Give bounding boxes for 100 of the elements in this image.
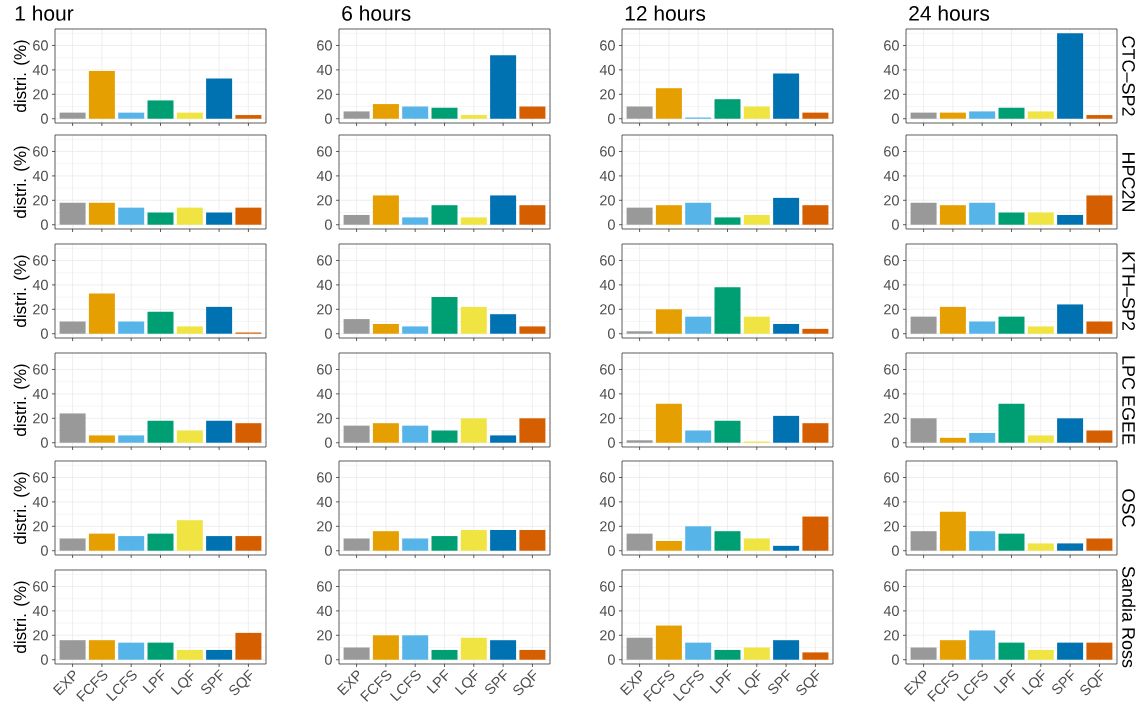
y-tick-label: 20 xyxy=(600,521,615,532)
bar xyxy=(626,331,653,334)
bar xyxy=(206,536,233,551)
bar xyxy=(343,647,370,660)
bar xyxy=(969,630,996,660)
y-tick-label: 60 xyxy=(884,472,899,483)
y-tick-label: 60 xyxy=(317,581,332,592)
y-tick-label: 60 xyxy=(600,364,615,375)
y-tick-label: 40 xyxy=(32,496,48,507)
y2-axis-title: KTH–SP2 xyxy=(1122,252,1135,331)
y-axis-title: distri. (%) xyxy=(13,255,30,327)
y-tick-label: 60 xyxy=(33,364,48,375)
bar xyxy=(147,533,174,551)
bar xyxy=(998,403,1025,443)
bar xyxy=(1086,430,1113,443)
bar xyxy=(626,533,653,551)
y2-axis-title: OSC xyxy=(1122,489,1135,527)
bar xyxy=(431,297,458,334)
bar xyxy=(714,287,741,334)
bar xyxy=(773,323,800,334)
y-tick-label: 40 xyxy=(599,64,615,75)
y-tick-label: 20 xyxy=(317,413,332,424)
bar xyxy=(176,207,203,225)
y-tick-label: 20 xyxy=(317,195,332,206)
bar xyxy=(802,112,829,119)
bar xyxy=(714,649,741,660)
y-tick-label: 60 xyxy=(317,146,332,157)
bar xyxy=(969,321,996,334)
bar xyxy=(235,423,262,443)
bar xyxy=(59,640,86,660)
bar xyxy=(655,403,682,443)
y-tick-label: 20 xyxy=(317,304,332,315)
bar xyxy=(372,195,399,225)
bar xyxy=(969,111,996,119)
bar xyxy=(59,112,86,119)
bar xyxy=(431,536,458,551)
y-tick-label: 40 xyxy=(316,170,332,181)
y-tick-label: 40 xyxy=(32,64,48,75)
chart-title: 1 hour xyxy=(15,5,74,21)
bar xyxy=(714,99,741,119)
bar xyxy=(939,306,966,334)
bar xyxy=(939,640,966,660)
bar xyxy=(59,321,86,334)
bar xyxy=(431,205,458,225)
y-tick-label: 40 xyxy=(316,279,332,290)
y-tick-label: 60 xyxy=(600,40,615,51)
bar xyxy=(773,197,800,225)
bar xyxy=(1027,543,1054,551)
bar xyxy=(743,214,770,225)
bar xyxy=(685,642,712,660)
y-tick-label: 0 xyxy=(324,545,332,556)
y-tick-label: 40 xyxy=(599,170,615,181)
bar xyxy=(626,637,653,660)
bar xyxy=(206,306,233,334)
bar xyxy=(235,632,262,660)
y-tick-label: 60 xyxy=(317,40,332,51)
bar xyxy=(343,538,370,551)
y-tick-label: 0 xyxy=(607,113,615,124)
y-tick-label: 40 xyxy=(32,605,48,616)
y-tick-label: 40 xyxy=(32,279,48,290)
y-tick-label: 60 xyxy=(33,146,48,157)
bar xyxy=(460,418,487,443)
y-tick-label: 20 xyxy=(884,89,899,100)
bar xyxy=(773,640,800,660)
y-tick-label: 20 xyxy=(317,630,332,641)
bar xyxy=(714,420,741,443)
bar xyxy=(402,326,429,334)
chart-title: 6 hours xyxy=(342,5,411,21)
y-tick-label: 0 xyxy=(324,437,332,448)
bar xyxy=(743,647,770,660)
bar xyxy=(147,311,174,334)
bar xyxy=(773,415,800,443)
bar xyxy=(1027,326,1054,334)
bar xyxy=(1057,642,1084,660)
bar xyxy=(685,430,712,443)
bar xyxy=(147,212,174,225)
bar xyxy=(59,202,86,225)
bar xyxy=(118,207,145,225)
bar xyxy=(402,106,429,119)
bar xyxy=(372,323,399,334)
bar xyxy=(1027,111,1054,119)
bar xyxy=(998,533,1025,551)
y-tick-label: 20 xyxy=(884,413,899,424)
y-tick-label: 40 xyxy=(32,388,48,399)
bar xyxy=(235,536,262,551)
y-tick-label: 60 xyxy=(33,255,48,266)
bar xyxy=(519,649,546,660)
y-tick-label: 40 xyxy=(599,388,615,399)
bar xyxy=(431,430,458,443)
bar xyxy=(910,418,937,443)
y-tick-label: 20 xyxy=(884,521,899,532)
y-tick-label: 60 xyxy=(884,364,899,375)
y-tick-label: 40 xyxy=(316,64,332,75)
bar xyxy=(1057,33,1084,119)
y-tick-label: 60 xyxy=(884,255,899,266)
bar xyxy=(88,533,115,551)
y-tick-label: 0 xyxy=(40,113,48,124)
y-tick-label: 40 xyxy=(599,279,615,290)
y-axis-title: distri. (%) xyxy=(13,472,30,544)
y-tick-label: 40 xyxy=(316,605,332,616)
